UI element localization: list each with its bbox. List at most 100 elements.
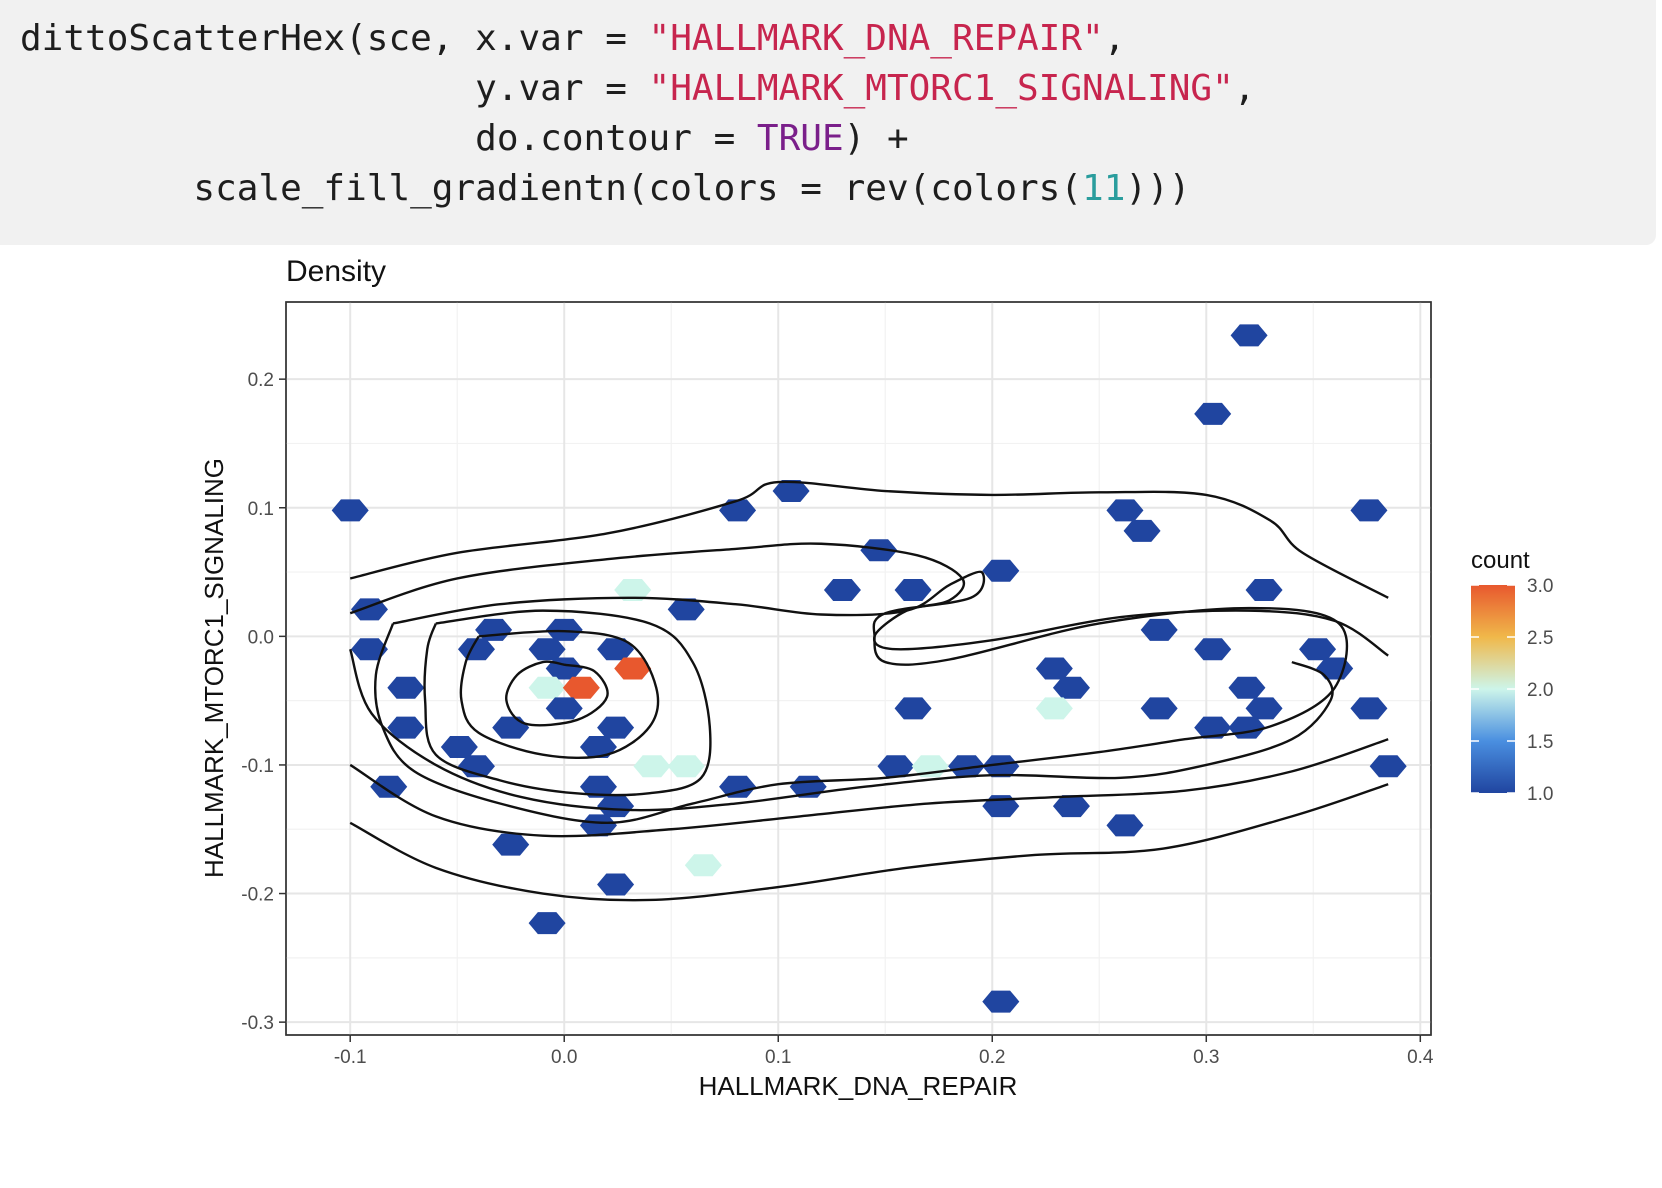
code-line: dittoScatterHex(sce, x.var = "HALLMARK_D… (20, 14, 1656, 64)
hex-cell (719, 499, 757, 522)
hex-cell (860, 539, 898, 562)
hex-cell (331, 499, 369, 522)
hex-cell (579, 814, 617, 837)
hex-cell (597, 638, 635, 661)
plot-panel (285, 301, 1432, 1036)
hex-cell (823, 579, 861, 602)
contour-line (459, 629, 660, 759)
x-axis: -0.1 0.0 0.1 0.2 0.3 0.4 (334, 1035, 1434, 1068)
code-token: do.contour = (20, 118, 757, 159)
hex-cell (597, 873, 635, 896)
hex-cell (1123, 519, 1161, 542)
y-tick-label: -0.3 (241, 1013, 274, 1034)
contour-line (349, 542, 1389, 657)
hex-cell (545, 618, 583, 641)
hex-cell (528, 638, 566, 661)
hex-cell (1035, 697, 1073, 720)
hex-cell (684, 854, 722, 877)
contour-line (349, 648, 1334, 812)
y-tick-label: 0.2 (248, 370, 274, 391)
hexbin-layer (331, 324, 1407, 1013)
code-token: y.var = (20, 68, 649, 109)
hex-cell (1350, 697, 1388, 720)
code-token: , (1103, 18, 1126, 59)
code-token: TRUE (756, 118, 844, 159)
contour-line (349, 783, 1389, 902)
contour-layer (349, 480, 1389, 902)
hex-cell (1369, 755, 1407, 778)
hex-cell (597, 795, 635, 818)
hex-cell (1106, 499, 1144, 522)
code-block: dittoScatterHex(sce, x.var = "HALLMARK_D… (0, 0, 1656, 245)
contour-line (374, 570, 1349, 825)
y-tick-label: -0.2 (241, 885, 274, 906)
x-axis-label: HALLMARK_DNA_REPAIR (699, 1071, 1018, 1101)
hex-cell (894, 579, 932, 602)
hex-cell (562, 676, 600, 699)
hex-cell (350, 638, 388, 661)
minor-grid (286, 302, 1431, 1035)
x-tick-label: 0.3 (1193, 1047, 1219, 1068)
hex-cell (579, 735, 617, 758)
y-tick-label: -0.1 (241, 756, 274, 777)
hex-cell (597, 716, 635, 739)
hex-cell (440, 735, 478, 758)
density-hexbin-chart: Density -0.1 0.0 0.1 0.2 0.3 0.4 -0.3 -0.2 -0.1… (199, 255, 1553, 1101)
hex-cell (1230, 324, 1268, 347)
code-line: scale_fill_gradientn(colors = rev(colors… (20, 164, 1656, 214)
hex-cell (387, 676, 425, 699)
code-token: , (1233, 68, 1256, 109)
hex-cell (982, 559, 1020, 582)
hex-cell (719, 775, 757, 798)
hex-cell (948, 755, 986, 778)
y-tick-label: 0.0 (248, 627, 274, 648)
contour-line (349, 480, 1389, 599)
hex-cell (1194, 638, 1232, 661)
hex-cell (1140, 697, 1178, 720)
hex-cell (1106, 814, 1144, 837)
hex-cell (667, 598, 705, 621)
hex-cell (1035, 657, 1073, 680)
legend-ticks: 1.0 1.5 2.0 2.5 3.0 (1471, 576, 1553, 805)
code-line: do.contour = TRUE) + (20, 114, 1656, 164)
hex-cell (614, 657, 652, 680)
hex-cell (982, 990, 1020, 1013)
code-token: "HALLMARK_DNA_REPAIR" (648, 18, 1104, 59)
y-tick-label: 0.1 (248, 499, 274, 520)
y-axis: -0.3 -0.2 -0.1 0.0 0.1 0.2 (241, 370, 286, 1034)
hex-cell (370, 775, 408, 798)
hex-cell (1194, 402, 1232, 425)
legend: count 1.0 1.5 2.0 2.5 3.0 (1471, 547, 1553, 805)
hex-cell (492, 833, 530, 856)
hex-cell (528, 912, 566, 935)
hex-cell (545, 697, 583, 720)
code-token: "HALLMARK_MTORC1_SIGNALING" (648, 68, 1234, 109)
hex-cell (1350, 499, 1388, 522)
x-tick-label: 0.0 (551, 1047, 577, 1068)
code-token: dittoScatterHex(sce, x.var = (20, 18, 649, 59)
hex-cell (1052, 676, 1090, 699)
hex-cell (387, 716, 425, 739)
hex-cell (1228, 676, 1266, 699)
legend-tick-label: 2.0 (1527, 680, 1553, 701)
y-axis-label: HALLMARK_MTORC1_SIGNALING (199, 458, 229, 878)
hex-cell (772, 480, 810, 503)
contour-line (349, 738, 1389, 838)
x-tick-label: -0.1 (334, 1047, 367, 1068)
hex-cell (579, 775, 617, 798)
hex-cell (633, 755, 671, 778)
legend-tick-label: 1.5 (1527, 732, 1553, 753)
legend-tick-label: 2.5 (1527, 628, 1553, 649)
x-tick-label: 0.2 (979, 1047, 1005, 1068)
x-tick-label: 0.4 (1407, 1047, 1434, 1068)
code-line: y.var = "HALLMARK_MTORC1_SIGNALING", (20, 64, 1656, 114)
legend-title: count (1471, 547, 1530, 574)
code-token: 11 (1082, 168, 1126, 209)
hex-cell (982, 755, 1020, 778)
legend-tick-label: 3.0 (1527, 576, 1553, 597)
hex-cell (1245, 697, 1283, 720)
hex-cell (1299, 638, 1337, 661)
hex-cell (1052, 795, 1090, 818)
chart-title: Density (286, 255, 386, 288)
hex-cell (877, 755, 915, 778)
